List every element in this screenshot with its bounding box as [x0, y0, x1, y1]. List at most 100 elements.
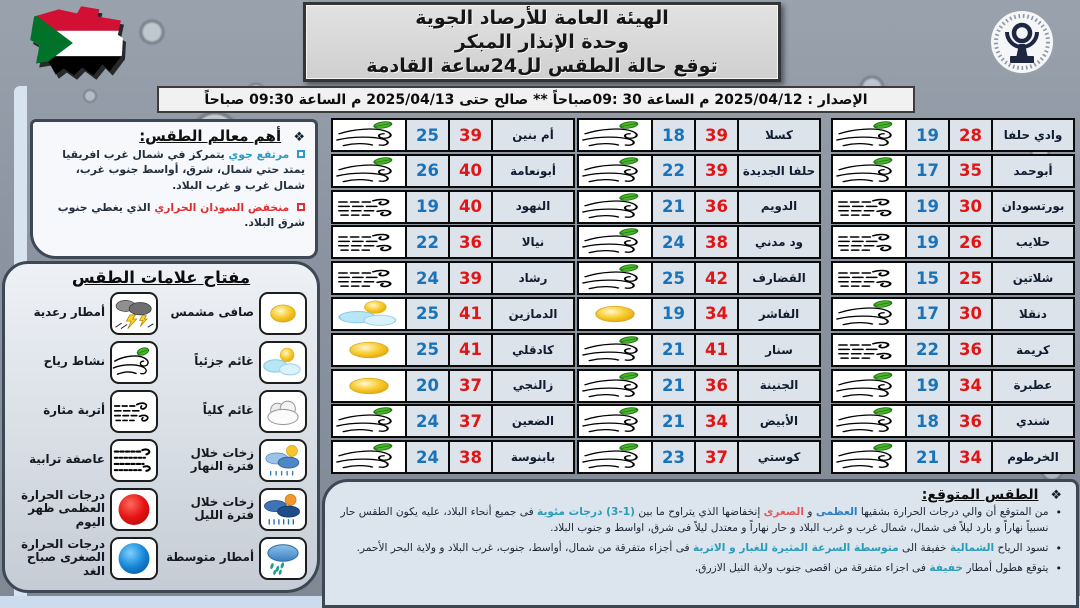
city-name: حلفا الجديدة — [742, 163, 816, 178]
weather-icon — [112, 539, 156, 578]
city-name: رشاد — [518, 271, 548, 285]
max-temp: 40 — [450, 155, 493, 186]
forecast-row: 19 28 وادي حلفا — [831, 118, 1075, 152]
forecast-row: 24 38 بابنوسة — [331, 440, 575, 475]
max-temp: 36 — [950, 334, 993, 365]
legend-item: درجات الحرارة العظمى ظهر اليوم — [15, 485, 158, 533]
expected-bullet-text: من المتوقع أن والي درجات الحرارة بشقيها … — [340, 506, 1049, 534]
weather-icon — [581, 156, 649, 186]
feature-item: منخفض السودان الحراري الذي يغطي جنوب شرق… — [41, 200, 305, 231]
forecast-row: 21 34 الخرطوم — [831, 440, 1075, 475]
city-name: شندي — [1015, 414, 1051, 429]
min-temp: 21 — [653, 370, 696, 401]
max-temp: 36 — [696, 191, 739, 222]
max-temp: 37 — [696, 442, 739, 473]
expected-bullet: • يتوقع هطول أمطار خفيفة فى اجزاء متفرقة… — [335, 561, 1062, 578]
max-temp: 34 — [696, 298, 739, 329]
min-temp: 24 — [407, 263, 450, 294]
max-temp: 41 — [450, 334, 493, 365]
max-temp: 41 — [450, 298, 493, 329]
legend-label: عاصفة ترابية — [29, 452, 105, 467]
forecast-row: 19 40 النهود — [331, 189, 575, 224]
weather-icon — [335, 299, 403, 329]
city-name: وادي حلفا — [1003, 127, 1063, 142]
forecast-row: 23 37 كوستي — [577, 440, 821, 475]
city-name: القضارف — [752, 271, 806, 285]
weather-icon-cell — [579, 334, 653, 365]
min-temp: 19 — [653, 298, 696, 329]
city-name: ود مدني — [755, 235, 803, 250]
max-temp: 39 — [450, 120, 493, 150]
legend-item: أمطار رعدية — [15, 289, 158, 337]
city-name: زالنجي — [512, 378, 554, 393]
legend-grid: صافى مشمس أمطار رعدية غائم جزئياً — [15, 289, 307, 582]
legend-panel: مفتاح علامات الطقس صافى مشمس أمطار رعدية — [2, 261, 320, 593]
weather-icon — [261, 343, 305, 382]
max-temp: 36 — [450, 227, 493, 258]
header-title-box: الهيئة العامة للأرصاد الجوية وحدة الإنذا… — [303, 2, 781, 82]
expected-weather-panel: ❖ الطقس المتوقع: • من المتوقع أن والي در… — [322, 479, 1079, 608]
min-temp: 22 — [907, 334, 950, 365]
forecast-row: 19 30 بورتسودان — [831, 189, 1075, 224]
forecast-row: 19 34 الفاشر — [577, 296, 821, 331]
legend-icon-box — [259, 536, 307, 580]
legend-item: نشاط رياح — [15, 338, 158, 386]
legend-item: عاصفة ترابية — [15, 436, 158, 484]
city-name: الخرطوم — [1007, 449, 1059, 464]
legend-item: زخات خلال فترة الليل — [164, 485, 307, 533]
legend-label: زخات خلال فترة النهار — [190, 445, 254, 473]
weather-icon-cell — [579, 298, 653, 329]
legend-icon-box — [110, 291, 158, 335]
city-name: نيالا — [521, 235, 545, 250]
legend-icon-box — [259, 438, 307, 482]
legend-item: زخات خلال فترة النهار — [164, 436, 307, 484]
legend-item: غائم جزئياً — [164, 338, 307, 386]
min-temp: 25 — [407, 334, 450, 365]
weather-icon — [581, 227, 649, 257]
weather-icon-cell — [579, 263, 653, 294]
feature-item: مرتفع جوي يتمركز في شمال غرب افريقيا يمت… — [41, 147, 305, 193]
forecast-row: 25 41 الدمازين — [331, 296, 575, 331]
max-temp: 34 — [696, 406, 739, 437]
max-temp: 34 — [950, 442, 993, 473]
legend-icon-box — [110, 340, 158, 384]
min-temp: 19 — [407, 191, 450, 222]
city-name: الدويم — [760, 199, 798, 214]
expected-bullet: • تسود الرياح الشمالية خفيفة الى متوسطة … — [335, 541, 1062, 558]
weather-icon-cell — [833, 191, 907, 222]
legend-label: أمطار متوسطة — [166, 550, 254, 565]
legend-icon-box — [110, 536, 158, 580]
weather-icon-cell — [333, 334, 407, 365]
max-temp: 39 — [696, 120, 739, 150]
city-name: أم بنين — [512, 127, 554, 142]
weather-icon-cell — [579, 227, 653, 258]
city-name: حلايب — [1015, 235, 1051, 250]
legend-icon-box — [110, 487, 158, 531]
city-name: شلاتين — [1012, 271, 1054, 285]
city-name: الجنينة — [759, 378, 799, 393]
square-marker-icon — [297, 202, 305, 211]
dot-bullet-icon: • — [1055, 562, 1063, 576]
city-name: سنار — [765, 342, 793, 357]
weather-icon-cell — [333, 263, 407, 294]
expected-bullet-text: تسود الرياح الشمالية خفيفة الى متوسطة ال… — [356, 541, 1049, 554]
max-temp: 41 — [696, 334, 739, 365]
features-list: مرتفع جوي يتمركز في شمال غرب افريقيا يمت… — [41, 147, 305, 231]
forecast-row: 17 30 دنقلا — [831, 296, 1075, 331]
max-temp: 36 — [950, 406, 993, 437]
legend-item: صافى مشمس — [164, 289, 307, 337]
forecast-row: 15 25 شلاتين — [831, 261, 1075, 296]
weather-icon — [581, 442, 649, 472]
forecast-row: 19 34 عطبرة — [831, 368, 1075, 403]
city-name: الضعين — [511, 414, 555, 429]
weather-icon-cell — [333, 120, 407, 150]
expected-bullet: • من المتوقع أن والي درجات الحرارة بشقيه… — [335, 505, 1062, 537]
city-name: أبوحمد — [1013, 163, 1053, 178]
weather-icon-cell — [833, 370, 907, 401]
min-temp: 25 — [653, 263, 696, 294]
max-temp: 35 — [950, 155, 993, 186]
min-temp: 24 — [407, 406, 450, 437]
weather-icon-cell — [833, 227, 907, 258]
city-name: النهود — [515, 199, 551, 214]
weather-icon — [835, 120, 903, 150]
